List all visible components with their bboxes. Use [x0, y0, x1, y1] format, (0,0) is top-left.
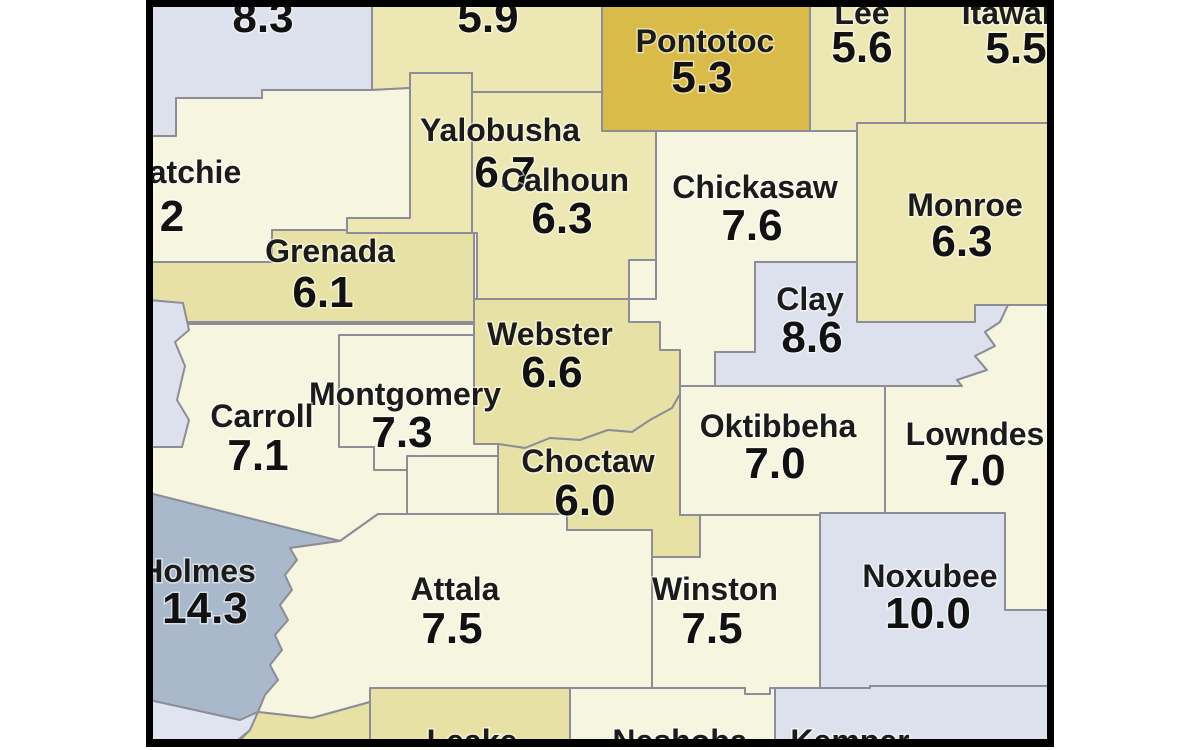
oktibbeha-value: 7.0: [744, 439, 805, 488]
oktibbeha-label: Oktibbeha: [700, 408, 857, 444]
carroll-label: Carroll: [210, 398, 313, 434]
itawamba-value: 5.5: [985, 24, 1046, 73]
map-frame-right: [1047, 0, 1054, 747]
noxubee-value: 10.0: [885, 589, 971, 638]
choctaw-value: 6.0: [554, 476, 615, 525]
carroll-value: 7.1: [227, 431, 288, 480]
calhoun-label: Calhoun: [501, 162, 629, 198]
map-frame-bottom: [146, 739, 1054, 747]
webster-value: 6.6: [521, 348, 582, 397]
monroe-label: Monroe: [907, 187, 1023, 223]
county-neshoba: [569, 687, 776, 747]
county-grenada: [149, 229, 475, 323]
attala-label: Attala: [411, 571, 500, 607]
lowndes-label: Lowndes: [906, 416, 1045, 452]
county-leflore-sliver: [149, 299, 190, 448]
chickasaw-value: 7.6: [721, 201, 782, 250]
yalobusha-value: 6.7: [474, 148, 535, 197]
lowndes-value: 7.0: [944, 446, 1005, 495]
county-kemper: [774, 685, 1051, 747]
webster-label: Webster: [487, 316, 613, 352]
calhoun-value: 6.3: [531, 194, 592, 243]
winston-label: Winston: [652, 571, 778, 607]
holmes-label: Holmes: [140, 553, 256, 589]
tallahatchie-value: 2: [160, 192, 184, 241]
county-itawamba: [904, 0, 1051, 124]
clay-label: Clay: [776, 281, 844, 317]
yalobusha-label: Yalobusha: [420, 112, 580, 148]
pontotoc-value: 5.3: [671, 53, 732, 102]
county-madison-sliver: [231, 701, 371, 747]
holmes-value: 14.3: [162, 584, 248, 633]
chickasaw-label: Chickasaw: [672, 169, 838, 205]
pontotoc-label: Pontotoc: [636, 23, 775, 59]
county-calhoun: [471, 91, 657, 300]
choctaw-label: Choctaw: [521, 443, 654, 479]
clay-value: 8.6: [781, 313, 842, 362]
county-leake: [369, 687, 571, 747]
lee-value: 5.6: [831, 23, 892, 72]
attala-value: 7.5: [421, 604, 482, 653]
map-frame-top: [146, 0, 1054, 7]
montgomery-value: 7.3: [371, 408, 432, 457]
noxubee-label: Noxubee: [862, 558, 997, 594]
grenada-value: 6.1: [292, 268, 353, 317]
tallahatchie-label: atchie: [149, 154, 241, 190]
winston-value: 7.5: [681, 604, 742, 653]
grenada-label: Grenada: [265, 233, 395, 269]
monroe-value: 6.3: [931, 217, 992, 266]
montgomery-label: Montgomery: [309, 376, 501, 412]
map-frame-left: [146, 0, 153, 747]
